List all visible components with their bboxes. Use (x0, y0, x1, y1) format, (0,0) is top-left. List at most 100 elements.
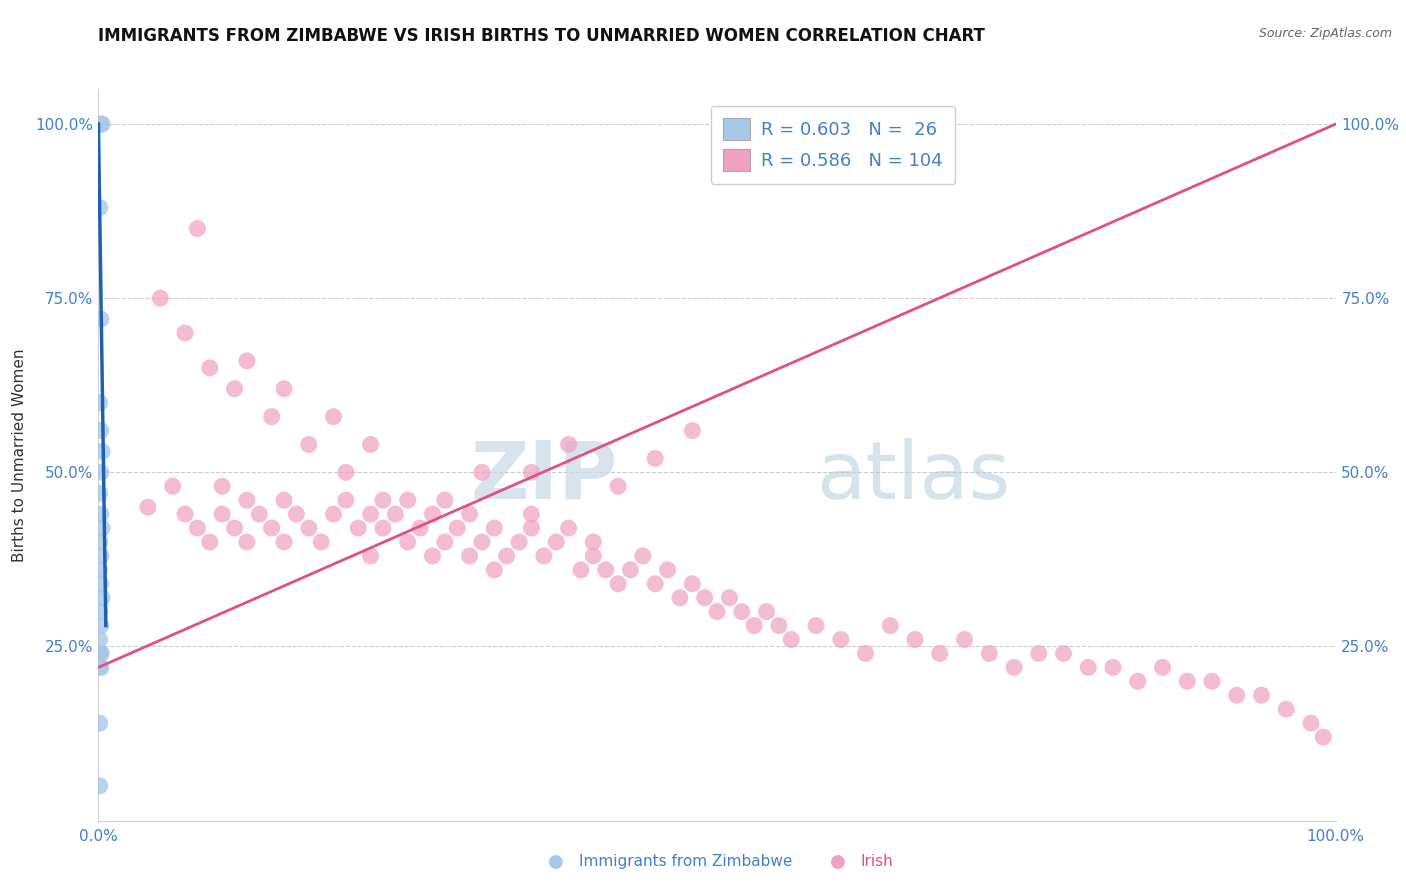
Point (855, 647, 877, 661)
Point (90, 576, 112, 591)
Point (644, 576, 666, 591)
Point (186, 221, 208, 235)
Point (1201, 674, 1223, 689)
Point (136, 500, 159, 515)
Point (1275, 702, 1298, 716)
Point (89, 535, 111, 549)
Point (360, 507, 382, 521)
Point (186, 521, 208, 535)
Point (174, 507, 197, 521)
Point (409, 521, 432, 535)
Point (446, 521, 468, 535)
Point (347, 521, 370, 535)
Point (89, 779, 111, 793)
Point (533, 549, 555, 563)
Point (371, 493, 394, 508)
Point (607, 576, 630, 591)
Point (90, 660, 112, 674)
Point (458, 507, 481, 521)
Point (91, 117, 114, 131)
Point (657, 563, 679, 577)
Point (508, 535, 530, 549)
Point (298, 437, 321, 451)
Text: Source: ZipAtlas.com: Source: ZipAtlas.com (1258, 27, 1392, 40)
Point (360, 549, 382, 563)
Point (90, 647, 112, 661)
Point (755, 605, 778, 619)
Point (273, 535, 295, 549)
Point (1052, 647, 1074, 661)
Text: atlas: atlas (815, 438, 1011, 516)
Point (91, 591, 114, 605)
Point (484, 563, 506, 577)
Point (706, 605, 728, 619)
Point (631, 549, 654, 563)
Point (89, 660, 111, 674)
Point (458, 549, 481, 563)
Point (285, 507, 308, 521)
Point (742, 618, 765, 632)
Point (298, 521, 321, 535)
Point (91, 444, 114, 458)
Point (149, 291, 172, 305)
Point (484, 521, 506, 535)
Point (582, 549, 605, 563)
Point (1299, 716, 1322, 731)
Point (89, 486, 111, 500)
Point (768, 618, 790, 632)
Point (247, 507, 270, 521)
Point (198, 535, 221, 549)
Point (335, 466, 357, 480)
Point (273, 493, 295, 508)
Point (260, 409, 283, 424)
Point (89, 632, 111, 647)
Point (174, 326, 197, 340)
Point (693, 591, 716, 605)
Point (1175, 674, 1198, 689)
Point (471, 535, 494, 549)
Point (335, 493, 357, 508)
Point (1028, 647, 1050, 661)
Point (595, 563, 617, 577)
Legend: Immigrants from Zimbabwe, Irish: Immigrants from Zimbabwe, Irish (534, 848, 900, 875)
Point (953, 632, 976, 647)
Point (471, 466, 494, 480)
Y-axis label: Births to Unmarried Women: Births to Unmarried Women (11, 348, 27, 562)
Point (830, 632, 852, 647)
Point (90, 647, 112, 661)
Point (360, 437, 382, 451)
Point (90, 507, 112, 521)
Point (236, 354, 259, 368)
Point (520, 466, 543, 480)
Point (396, 493, 419, 508)
Point (1102, 660, 1125, 674)
Point (90, 549, 112, 563)
Point (804, 618, 827, 632)
Point (260, 521, 283, 535)
Point (546, 535, 568, 549)
Point (322, 409, 344, 424)
Point (619, 563, 641, 577)
Point (879, 618, 901, 632)
Point (236, 493, 259, 508)
Point (1126, 674, 1149, 689)
Point (422, 549, 444, 563)
Point (607, 479, 630, 493)
Point (384, 507, 406, 521)
Point (557, 521, 579, 535)
Point (89, 716, 111, 731)
Point (90, 117, 112, 131)
Point (1002, 660, 1025, 674)
Point (904, 632, 927, 647)
Point (90, 424, 112, 438)
Point (731, 605, 754, 619)
Point (669, 591, 692, 605)
Point (89, 605, 111, 619)
Point (89, 647, 111, 661)
Point (681, 424, 703, 438)
Point (90, 618, 112, 632)
Point (162, 479, 184, 493)
Point (1312, 730, 1334, 744)
Point (90, 312, 112, 326)
Point (224, 521, 246, 535)
